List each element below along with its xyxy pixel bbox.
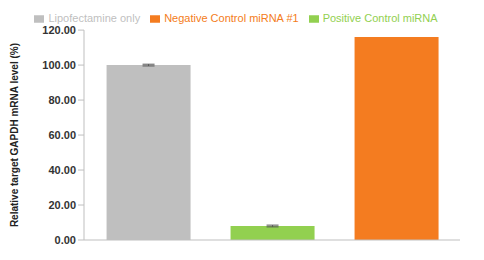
svg-text:100.00: 100.00: [42, 59, 76, 71]
html-text:Positive Control miRNA: Positive Control miRNA: [322, 12, 438, 24]
html-text:Negative Control miRNA #1: Negative Control miRNA #1: [164, 12, 299, 24]
svg-text:Relative target GAPDH mRNA lev: Relative target GAPDH mRNA level (%): [9, 43, 20, 227]
svg-text:0.00: 0.00: [55, 234, 76, 246]
svg-text:20.00: 20.00: [48, 199, 76, 211]
svg-text:60.00: 60.00: [48, 129, 76, 141]
svg-text:40.00: 40.00: [48, 164, 76, 176]
svg-text:120.00: 120.00: [42, 24, 76, 36]
svg-text:80.00: 80.00: [48, 94, 76, 106]
html-text:Lipofectamine only: Lipofectamine only: [48, 12, 141, 24]
